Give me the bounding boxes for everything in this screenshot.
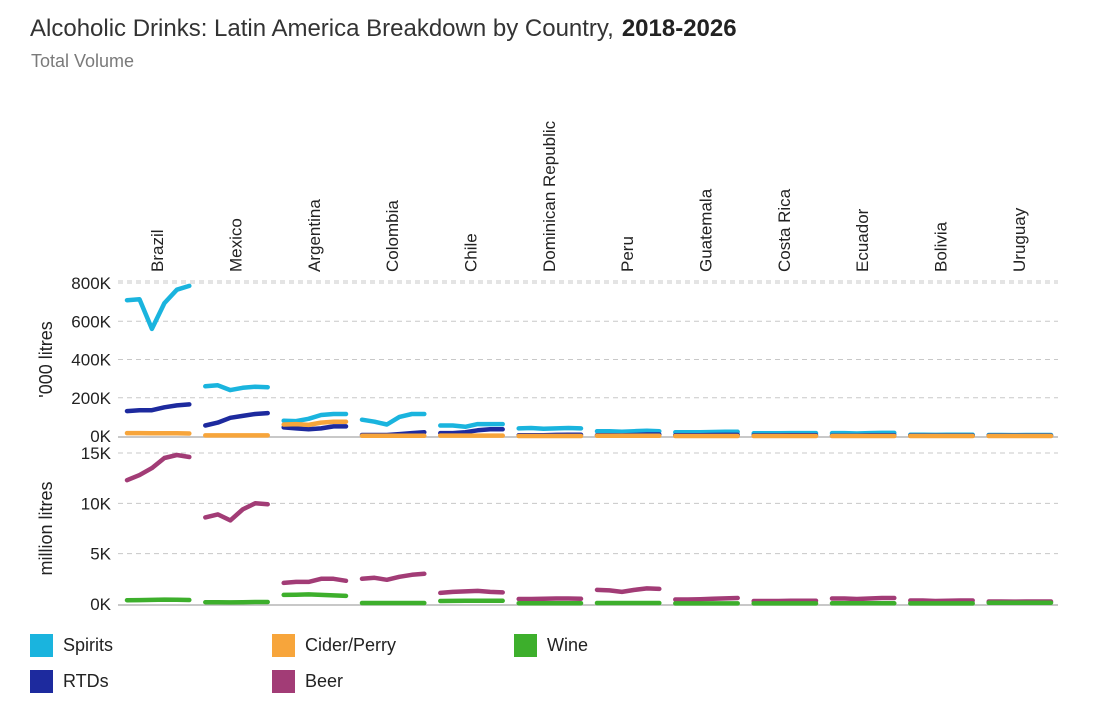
y-tick-label: 600K bbox=[71, 312, 111, 331]
y-tick-label: 800K bbox=[71, 274, 111, 293]
cider-perry-line-argentina bbox=[281, 419, 349, 428]
beer-line-guatemala bbox=[673, 595, 740, 602]
legend-label: Wine bbox=[547, 635, 589, 655]
y-tick-label: 0K bbox=[90, 595, 111, 614]
chart-title: Alcoholic Drinks: Latin America Breakdow… bbox=[30, 15, 737, 43]
grid-lines bbox=[118, 280, 1058, 555]
chart-year-range: 2018-2026 bbox=[621, 15, 737, 42]
y-tick-label: 15K bbox=[81, 444, 112, 463]
country-label: Brazil bbox=[148, 229, 167, 272]
spirits-line-mexico bbox=[203, 383, 270, 393]
y-tick-label: 5K bbox=[90, 545, 111, 564]
legend-label: Beer bbox=[305, 671, 344, 691]
country-label: Dominican Republic bbox=[540, 120, 559, 272]
country-label: Argentina bbox=[305, 199, 324, 272]
legend-swatch bbox=[272, 670, 295, 693]
beer-line-mexico bbox=[203, 501, 270, 523]
legend-label: Spirits bbox=[63, 635, 114, 655]
beer-line-peru bbox=[594, 586, 662, 595]
wine-line-brazil bbox=[124, 597, 192, 603]
country-label: Costa Rica bbox=[775, 188, 794, 272]
legend-item: Spirits bbox=[30, 634, 113, 657]
rtds-line-chile bbox=[438, 427, 505, 436]
y-axis-label: million litres bbox=[36, 481, 56, 575]
beer-line-brazil bbox=[124, 452, 192, 483]
country-label: Guatemala bbox=[697, 188, 716, 272]
rtds-line-argentina bbox=[281, 424, 349, 432]
beer-line-argentina bbox=[281, 576, 349, 586]
legend-swatch bbox=[30, 634, 53, 657]
country-label: Peru bbox=[618, 236, 637, 272]
legend-swatch bbox=[30, 670, 53, 693]
rtds-line-brazil bbox=[124, 402, 192, 414]
legend-item: RTDs bbox=[30, 670, 109, 693]
spirits-line-colombia bbox=[359, 411, 427, 427]
legend-item: Wine bbox=[514, 634, 588, 657]
y-tick-label: 10K bbox=[81, 494, 112, 513]
country-label: Chile bbox=[462, 233, 481, 272]
spirits-line-chile bbox=[438, 421, 505, 430]
y-tick-label: 400K bbox=[71, 351, 111, 370]
y-tick-label: 0K bbox=[90, 427, 111, 446]
chart-title-text: Alcoholic Drinks: Latin America Breakdow… bbox=[30, 15, 614, 42]
wine-line-argentina bbox=[281, 592, 349, 599]
legend-swatch bbox=[514, 634, 537, 657]
legend-swatch bbox=[272, 634, 295, 657]
country-label: Colombia bbox=[383, 200, 402, 272]
spirits-line-peru bbox=[594, 428, 662, 435]
country-label: Ecuador bbox=[853, 208, 872, 272]
legend-label: RTDs bbox=[63, 671, 109, 691]
spirits-line-argentina bbox=[281, 411, 349, 424]
spirits-line-dominican-republic bbox=[516, 425, 584, 431]
y-tick-label: 200K bbox=[71, 389, 111, 408]
beer-line-colombia bbox=[359, 571, 427, 583]
legend-item: Cider/Perry bbox=[272, 634, 396, 657]
country-label: Uruguay bbox=[1010, 207, 1029, 272]
axes: Brazil Mexico Argentina Colombia Chile Domini… bbox=[36, 120, 1058, 614]
country-label: Bolivia bbox=[932, 221, 951, 272]
chart-subtitle: Total Volume bbox=[31, 51, 135, 71]
spirits-line-brazil bbox=[124, 283, 192, 332]
series-lines bbox=[124, 283, 1054, 606]
country-label: Mexico bbox=[227, 218, 246, 272]
y-axis-label: '000 litres bbox=[36, 321, 56, 397]
beer-line-bolivia bbox=[908, 598, 975, 604]
beer-line-chile bbox=[438, 588, 505, 596]
beer-line-dominican-republic bbox=[516, 596, 584, 602]
legend-label: Cider/Perry bbox=[305, 635, 397, 655]
rtds-line-mexico bbox=[203, 410, 270, 428]
legend-item: Beer bbox=[272, 670, 343, 693]
beer-line-ecuador bbox=[829, 595, 897, 602]
